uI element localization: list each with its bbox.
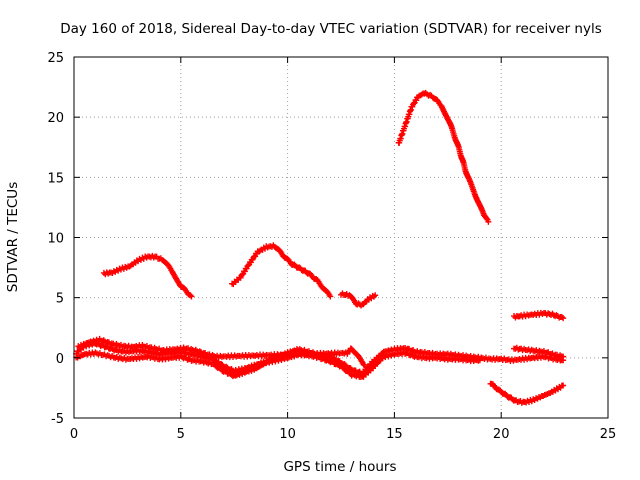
series-arc-2: [229, 242, 334, 300]
data-point: [483, 215, 490, 222]
data-point: [502, 390, 509, 397]
data-point: [485, 218, 492, 225]
data-point: [560, 315, 567, 322]
y-tick-label: 10: [47, 232, 64, 247]
x-axis-label: GPS time / hours: [283, 459, 396, 475]
series-arc-5: [511, 309, 567, 322]
chart-title: Day 160 of 2018, Sidereal Day-to-day VTE…: [60, 21, 602, 37]
y-tick-label: 25: [47, 51, 64, 66]
series-arc-3: [338, 290, 379, 309]
series-arc-7: [511, 344, 567, 360]
data-point: [560, 357, 567, 364]
x-tick-label: 0: [70, 427, 78, 442]
data-point: [187, 292, 194, 299]
data-point: [361, 362, 368, 369]
series-arc-10: [75, 335, 368, 369]
x-tick-label: 5: [177, 427, 185, 442]
series-arc-9: [73, 349, 483, 380]
y-axis-label: SDTVAR / TECUs: [5, 182, 21, 292]
x-tick-label: 15: [386, 427, 403, 442]
x-tick-label: 20: [493, 427, 510, 442]
x-tick-label: 25: [600, 427, 617, 442]
data-point: [372, 292, 379, 299]
y-tick-label: 20: [47, 111, 64, 126]
data-point: [188, 293, 195, 300]
y-tick-label: 5: [56, 292, 64, 307]
data-point: [413, 97, 420, 104]
series-arc-1: [100, 252, 195, 300]
axis-ticks: 0 5 10 15 20 25 -5 0 5 10 15 20 25: [47, 51, 616, 442]
data-point: [327, 293, 334, 300]
x-tick-label: 10: [279, 427, 296, 442]
y-tick-label: 0: [56, 352, 64, 367]
series-arc-6: [487, 380, 567, 406]
y-tick-label: 15: [47, 171, 64, 186]
data-points: [73, 89, 567, 406]
data-point: [560, 382, 567, 389]
y-tick-label: -5: [51, 412, 64, 427]
data-point: [476, 357, 483, 364]
series-arc-4: [395, 89, 492, 225]
